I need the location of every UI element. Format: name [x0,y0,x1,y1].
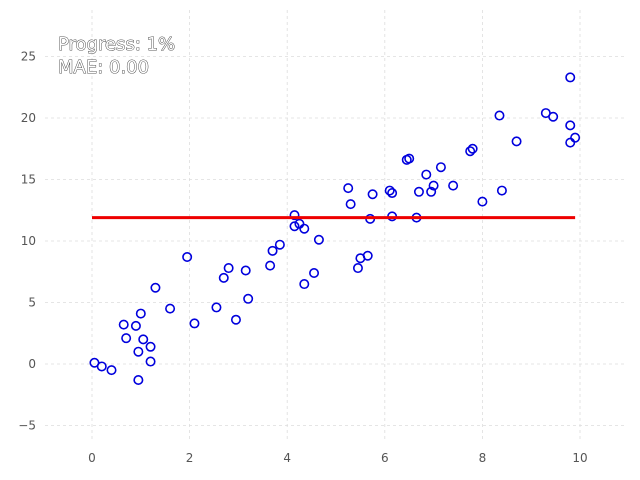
data-point [570,132,581,143]
x-tick-label: 0 [88,451,96,465]
data-point [467,143,478,154]
data-point [362,250,373,261]
data-point [106,365,117,376]
x-tick-label: 2 [186,451,194,465]
data-point [96,361,107,372]
data-point [387,188,398,199]
data-point [345,199,356,210]
x-tick-label: 4 [283,451,291,465]
data-point [413,186,424,197]
x-tick-label: 10 [572,451,587,465]
data-point [313,234,324,245]
data-point [426,186,437,197]
data-point [404,153,415,164]
data-point [118,319,129,330]
data-point [189,318,200,329]
y-tick-label: 15 [21,173,36,187]
progress-label: Progress: 1% [58,34,175,55]
data-point [343,183,354,194]
data-point [145,341,156,352]
data-point [309,267,320,278]
data-point [494,110,505,121]
y-tick-label: 0 [28,357,36,371]
data-point [165,303,176,314]
data-point [135,308,146,319]
data-point [352,263,363,274]
data-point [384,185,395,196]
data-point [565,72,576,83]
x-tick-label: 8 [479,451,487,465]
data-point [548,111,559,122]
data-point [367,189,378,200]
data-point [565,120,576,131]
data-point [299,223,310,234]
data-point [230,314,241,325]
data-point [477,196,488,207]
y-tick-label: −5 [18,419,36,433]
data-point [496,185,507,196]
data-point [435,162,446,173]
data-point [289,210,300,221]
y-tick-label: 25 [21,50,36,64]
data-point [211,302,222,313]
x-tick-label: 6 [381,451,389,465]
data-point [289,221,300,232]
data-point [138,334,149,345]
y-tick-label: 5 [28,296,36,310]
data-point [421,169,432,180]
data-point [121,333,132,344]
data-point [299,279,310,290]
data-point [182,251,193,262]
data-point [448,180,459,191]
data-point [265,260,276,271]
data-point [130,320,141,331]
mae-label: MAE: 0.00 [58,57,149,78]
data-point [465,146,476,157]
data-point [133,346,144,357]
data-point [133,374,144,385]
data-point [223,263,234,274]
data-point [240,265,251,276]
data-point [428,180,439,191]
data-points [89,72,581,385]
y-tick-label: 10 [21,234,36,248]
data-point [511,136,522,147]
grid [45,10,625,440]
data-point [274,239,285,250]
data-point [565,137,576,148]
data-point [150,282,161,293]
data-point [243,293,254,304]
data-point [267,245,278,256]
data-point [218,272,229,283]
tick-labels: 0 2 4 6 8 10 −5 0 5 10 15 20 25 [18,50,587,466]
y-tick-label: 20 [21,111,36,125]
data-point [145,356,156,367]
